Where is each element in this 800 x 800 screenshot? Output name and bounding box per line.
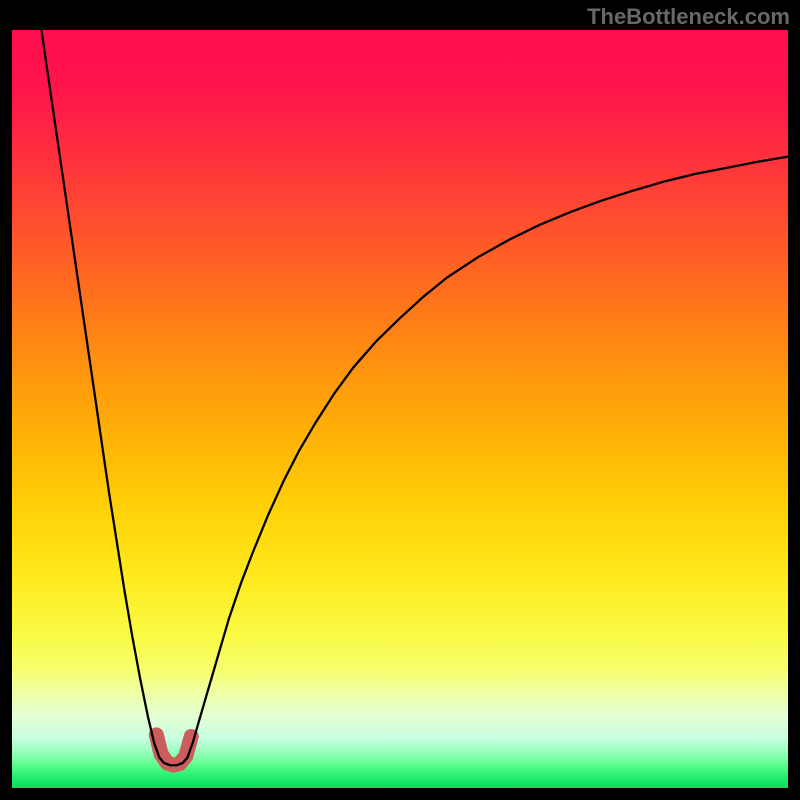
- chart-root: TheBottleneck.com: [0, 0, 800, 800]
- chart-canvas: [0, 0, 800, 800]
- watermark-label: TheBottleneck.com: [587, 4, 790, 30]
- chart-plot-bg: [12, 30, 788, 788]
